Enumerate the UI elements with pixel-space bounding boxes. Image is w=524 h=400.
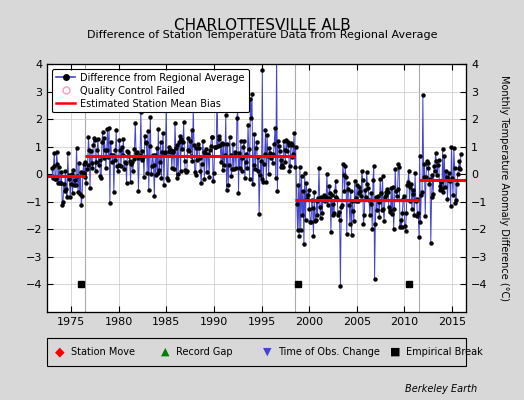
Text: ▼: ▼ <box>263 347 271 357</box>
Text: ◆: ◆ <box>56 346 65 358</box>
Text: Berkeley Earth: Berkeley Earth <box>405 384 477 394</box>
Text: Station Move: Station Move <box>71 347 135 357</box>
Text: Time of Obs. Change: Time of Obs. Change <box>278 347 379 357</box>
Y-axis label: Monthly Temperature Anomaly Difference (°C): Monthly Temperature Anomaly Difference (… <box>499 75 509 301</box>
Text: ▲: ▲ <box>161 347 169 357</box>
Text: Difference of Station Temperature Data from Regional Average: Difference of Station Temperature Data f… <box>87 30 437 40</box>
Text: Empirical Break: Empirical Break <box>406 347 483 357</box>
Legend: Difference from Regional Average, Quality Control Failed, Estimated Station Mean: Difference from Regional Average, Qualit… <box>52 69 248 112</box>
Text: Record Gap: Record Gap <box>176 347 232 357</box>
Text: CHARLOTTESVILLE ALB: CHARLOTTESVILLE ALB <box>173 18 351 33</box>
Text: ■: ■ <box>390 347 401 357</box>
